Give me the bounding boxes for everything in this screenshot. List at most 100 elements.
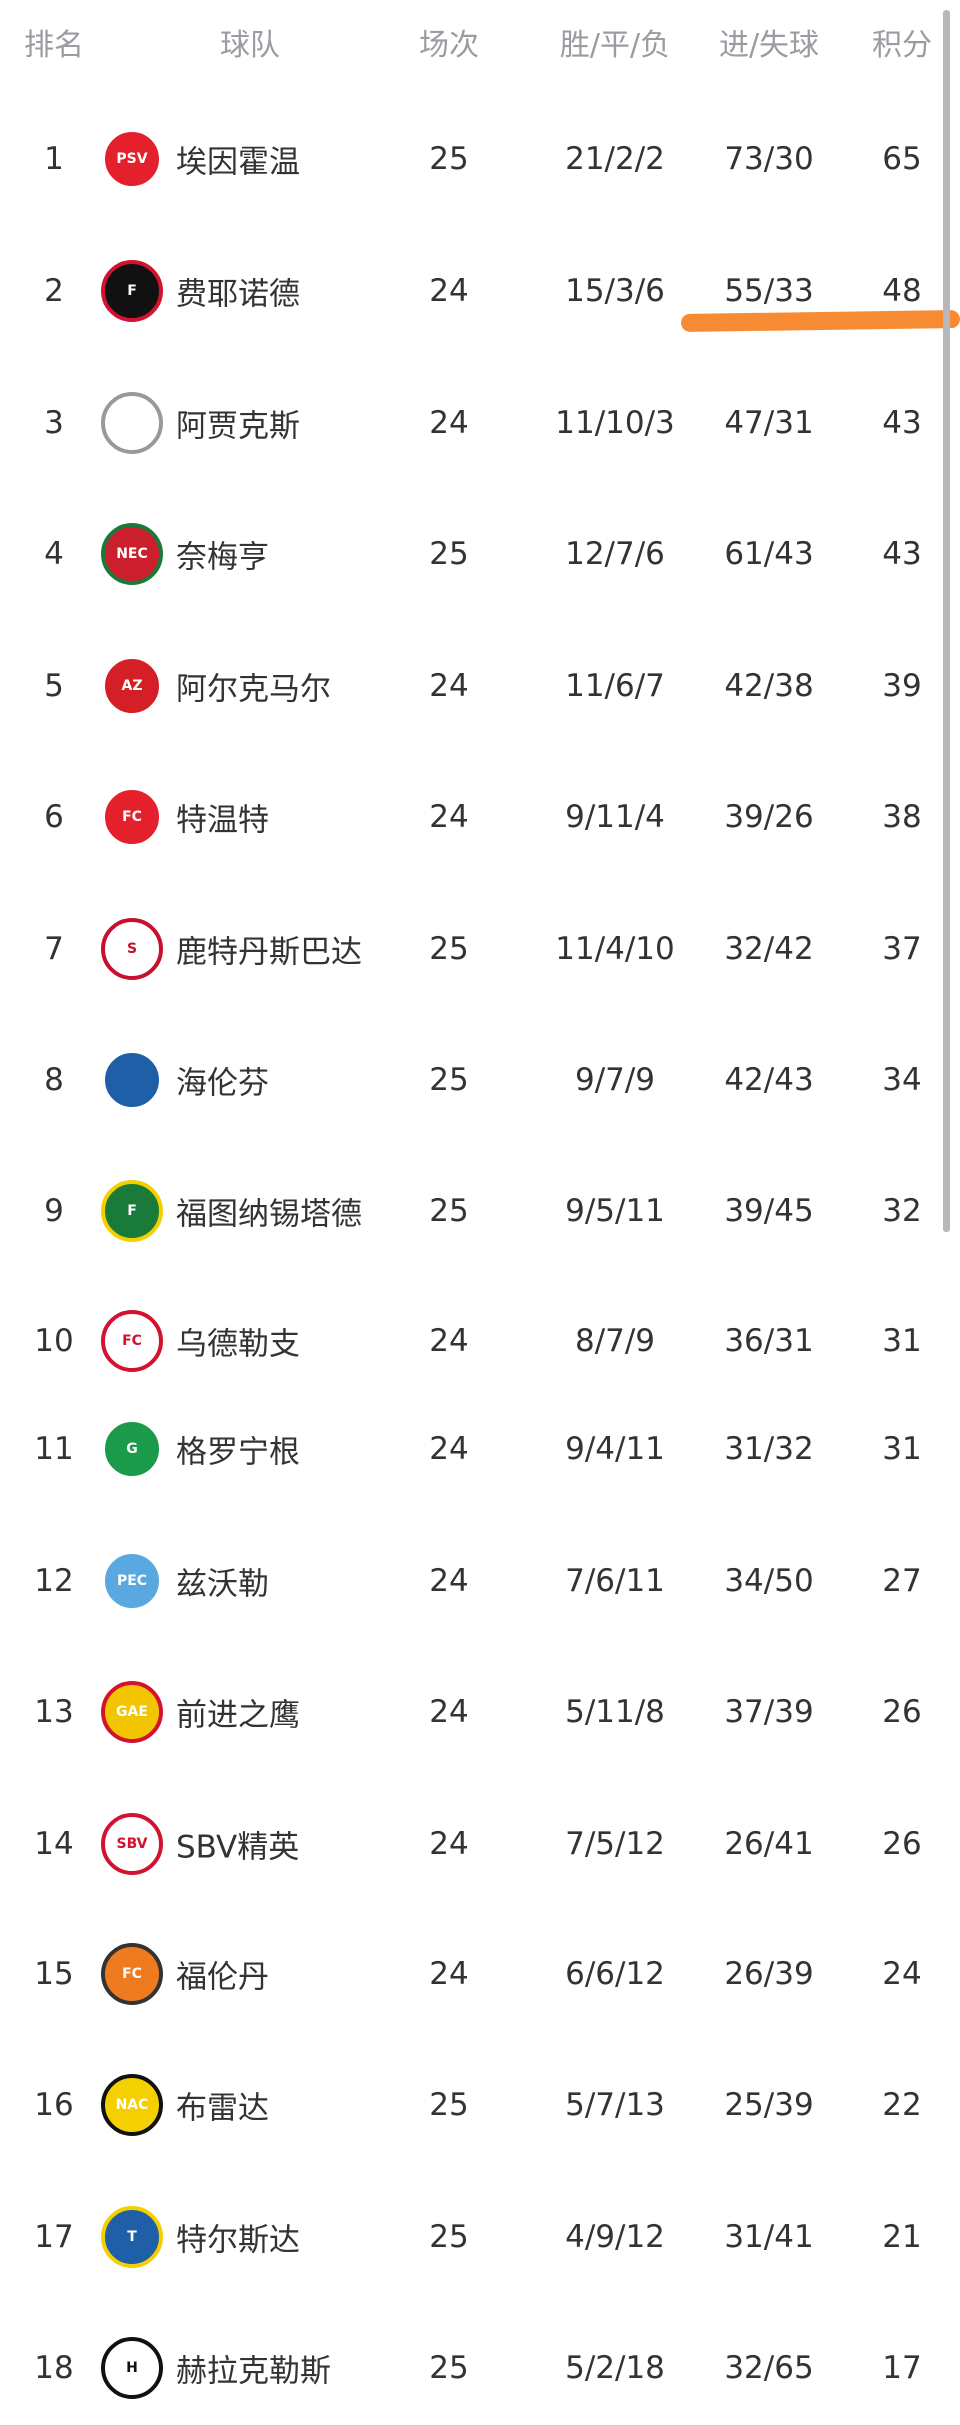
wdl: 11/4/10 [555,931,675,967]
volendam-logo: FC [122,1966,142,1982]
points: 48 [882,273,922,309]
played: 24 [429,668,469,704]
points: 22 [882,2087,922,2123]
table-row[interactable]: 6 FC 特温特 24 9/11/4 39/26 38 [0,777,940,857]
team-logo-icon: PSV [101,128,163,190]
team-logo-icon: F [101,1180,163,1242]
team-logo-icon: AZ [101,655,163,717]
played: 24 [429,1323,469,1359]
rank: 5 [44,668,64,704]
table-row[interactable]: 5 AZ 阿尔克马尔 24 11/6/7 42/38 39 [0,646,940,726]
team-name[interactable]: 赫拉克勒斯 [176,2353,331,2390]
team-name[interactable]: 乌德勒支 [176,1326,300,1363]
wdl: 8/7/9 [574,1323,656,1359]
goals: 39/26 [724,799,814,835]
team-logo-icon: S [101,918,163,980]
played: 25 [429,1193,469,1229]
goals: 42/38 [724,668,814,704]
team-logo-icon [101,392,163,454]
zwolle-logo: PEC [116,1573,148,1589]
team-logo-icon: FC [101,1943,163,2005]
rank: 13 [34,1694,74,1730]
points: 43 [882,536,922,572]
ga-eagles-logo: GAE [116,1704,148,1720]
team-name[interactable]: 奈梅亨 [176,539,269,576]
points: 37 [882,931,922,967]
team-name[interactable]: 鹿特丹斯巴达 [176,934,362,971]
goals: 31/32 [724,1431,814,1467]
points: 65 [882,141,922,177]
table-row[interactable]: 12 PEC 兹沃勒 24 7/6/11 34/50 27 [0,1541,940,1621]
team-logo-icon: NEC [101,523,163,585]
played: 25 [429,536,469,572]
wdl: 9/4/11 [565,1431,665,1467]
played: 24 [429,1826,469,1862]
table-row[interactable]: 16 NAC 布雷达 25 5/7/13 25/39 22 [0,2065,940,2145]
wdl: 9/11/4 [565,799,665,835]
team-name[interactable]: 海伦芬 [176,1065,269,1102]
table-row[interactable]: 1 PSV 埃因霍温 25 21/2/2 73/30 65 [0,119,940,199]
team-name[interactable]: 费耶诺德 [176,276,300,313]
team-name[interactable]: 阿尔克马尔 [176,671,331,708]
rank: 11 [34,1431,74,1467]
team-logo-icon: H [101,2337,163,2399]
played: 24 [429,405,469,441]
rank: 14 [34,1826,74,1862]
fortuna-logo: F [127,1203,137,1219]
table-row[interactable]: 15 FC 福伦丹 24 6/6/12 26/39 24 [0,1934,940,2014]
team-name[interactable]: 福伦丹 [176,1959,269,1996]
excelsior-logo: SBV [116,1836,148,1852]
team-name[interactable]: 兹沃勒 [176,1566,269,1603]
played: 24 [429,1563,469,1599]
team-name[interactable]: 埃因霍温 [176,144,300,181]
table-row[interactable]: 7 S 鹿特丹斯巴达 25 11/4/10 32/42 37 [0,909,940,989]
scrollbar[interactable] [943,10,950,1232]
team-name[interactable]: 前进之鹰 [176,1697,300,1734]
table-row[interactable]: 18 H 赫拉克勒斯 25 5/2/18 32/65 17 [0,2328,940,2408]
played: 25 [429,2219,469,2255]
team-name[interactable]: 格罗宁根 [176,1434,300,1471]
table-row[interactable]: 11 G 格罗宁根 24 9/4/11 31/32 31 [0,1409,940,1489]
nec-logo: NEC [116,546,148,562]
heracles-logo: H [126,2360,138,2376]
team-name[interactable]: SBV精英 [176,1829,300,1866]
table-row[interactable]: 10 FC 乌德勒支 24 8/7/9 36/31 31 [0,1301,940,1381]
team-name[interactable]: 特温特 [176,802,269,839]
played: 24 [429,1431,469,1467]
table-row[interactable]: 9 F 福图纳锡塔德 25 9/5/11 39/45 32 [0,1171,940,1251]
table-row[interactable]: 4 NEC 奈梅亨 25 12/7/6 61/43 43 [0,514,940,594]
rank: 17 [34,2219,74,2255]
wdl: 21/2/2 [565,141,665,177]
header-played: 场次 [419,28,479,63]
goals: 32/65 [724,2350,814,2386]
table-row[interactable]: 17 T 特尔斯达 25 4/9/12 31/41 21 [0,2197,940,2277]
team-logo-icon: GAE [101,1681,163,1743]
played: 24 [429,273,469,309]
wdl: 4/9/12 [565,2219,665,2255]
table-row[interactable]: 13 GAE 前进之鹰 24 5/11/8 37/39 26 [0,1672,940,1752]
points: 38 [882,799,922,835]
table-row[interactable]: 14 SBV SBV精英 24 7/5/12 26/41 26 [0,1804,940,1884]
team-name[interactable]: 布雷达 [176,2090,269,2127]
team-name[interactable]: 福图纳锡塔德 [176,1196,362,1233]
goals: 34/50 [724,1563,814,1599]
rank: 3 [44,405,64,441]
played: 24 [429,1694,469,1730]
rank: 1 [44,141,64,177]
table-row[interactable]: 2 F 费耶诺德 24 15/3/6 55/33 48 [0,251,940,331]
az-logo: AZ [121,678,143,694]
played: 25 [429,1062,469,1098]
table-row[interactable]: 3 阿贾克斯 24 11/10/3 47/31 43 [0,383,940,463]
points: 26 [882,1826,922,1862]
goals: 31/41 [724,2219,814,2255]
table-row[interactable]: 8 海伦芬 25 9/7/9 42/43 34 [0,1040,940,1120]
played: 24 [429,1956,469,1992]
twente-logo: FC [122,809,142,825]
points: 34 [882,1062,922,1098]
team-name[interactable]: 阿贾克斯 [176,408,300,445]
telstar-logo: T [127,2229,137,2245]
rank: 4 [44,536,64,572]
wdl: 9/7/9 [574,1062,656,1098]
team-name[interactable]: 特尔斯达 [176,2222,300,2259]
played: 25 [429,141,469,177]
